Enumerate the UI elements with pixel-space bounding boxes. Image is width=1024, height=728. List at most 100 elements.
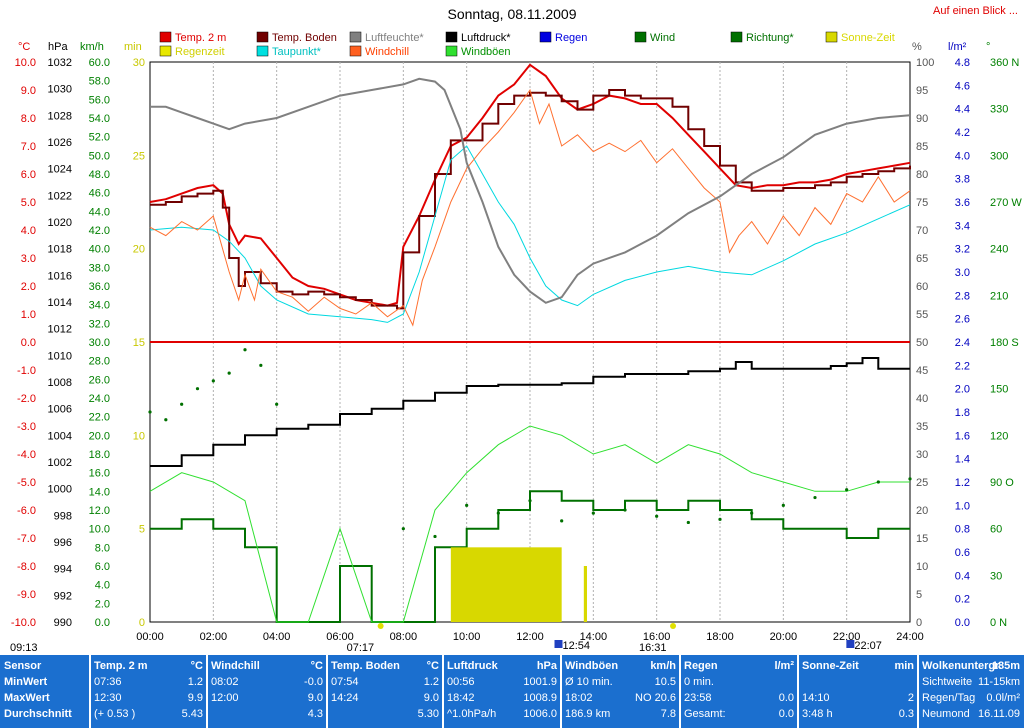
overview-link[interactable]: Auf einen Blick ... xyxy=(933,5,1018,17)
rain-axis-tick: 3.4 xyxy=(955,220,970,232)
temp-axis-tick: 2.0 xyxy=(21,281,36,293)
stats-header: Sensor xyxy=(0,659,90,673)
series-sonne-zeit-bar xyxy=(450,547,562,622)
hpa-axis-tick: 1024 xyxy=(48,164,72,176)
pct-axis-tick: 60 xyxy=(916,281,928,293)
rain-axis-tick: 0.0 xyxy=(955,617,970,629)
series-windb-en-line xyxy=(149,425,910,623)
hpa-axis-tick: 1030 xyxy=(48,84,72,96)
stats-row: 18:42 1008.9 xyxy=(443,691,561,705)
legend-label: Luftdruck* xyxy=(461,32,511,44)
pct-axis-tick: 45 xyxy=(916,365,928,377)
stats-row: Durchschnitt xyxy=(0,707,90,721)
stats-value: 0.0l/m² xyxy=(986,692,1020,704)
stats-row: Sichtweite 11-15km xyxy=(918,675,1024,689)
hpa-axis-tick: 998 xyxy=(54,510,72,522)
stats-label: Windchill xyxy=(211,660,260,672)
time-tick: 18:00 xyxy=(706,631,734,643)
stats-label: ^1.0hPa/h xyxy=(447,708,497,720)
kmh-unit: km/h xyxy=(80,41,104,53)
kmh-axis-tick: 12.0 xyxy=(89,505,110,517)
legend-swatch xyxy=(159,45,172,57)
stats-label: 14:10 xyxy=(802,692,830,704)
stats-header: Regen l/m² xyxy=(680,659,798,673)
stats-label: 08:02 xyxy=(211,676,239,688)
legend-swatch xyxy=(634,31,647,43)
series-richtung-point xyxy=(195,387,200,391)
stats-panel: Sensor MinWert MaxWert Durchschnitt Temp. 2 … xyxy=(0,655,1024,728)
series-richtung-point xyxy=(275,402,279,406)
kmh-axis-tick: 46.0 xyxy=(89,188,110,200)
stats-value: °C xyxy=(190,660,203,672)
stats-row: ^1.0hPa/h 1006.0 xyxy=(443,707,561,721)
kmh-axis-tick: 6.0 xyxy=(95,561,110,573)
stats-label: Ø 10 min. xyxy=(565,676,613,688)
pct-axis-tick: 40 xyxy=(916,393,928,405)
time-tick: 06:00 xyxy=(326,631,354,643)
series-temp-boden-line xyxy=(150,89,911,310)
stats-value: 7.8 xyxy=(660,708,676,720)
stats-label: Wolkenuntergr. xyxy=(922,660,1002,672)
stats-value: 16.11.09 xyxy=(977,708,1020,720)
stats-value: 1001.9 xyxy=(523,676,557,688)
min-axis-tick: 25 xyxy=(133,150,145,162)
kmh-axis-tick: 60.0 xyxy=(89,57,110,69)
stats-label: Neumond xyxy=(922,708,970,720)
min-axis-tick: 15 xyxy=(133,337,145,349)
stats-value: 5.43 xyxy=(181,708,203,720)
stats-block-sonne: Sonne-Zeit min 14:10 2 3:48 h 0.3 xyxy=(798,655,918,728)
hpa-axis-tick: 1004 xyxy=(48,430,72,442)
rain-axis-tick: 4.6 xyxy=(955,80,970,92)
stats-row: MaxWert xyxy=(0,691,90,705)
hpa-axis-tick: 1010 xyxy=(48,350,72,362)
stats-row: Neumond 16.11.09 xyxy=(918,707,1024,721)
stats-value: 1.2 xyxy=(423,676,439,688)
stats-row: Gesamt: 0.0 xyxy=(680,707,798,721)
stats-row: 18:02 NO 20.6 xyxy=(561,691,680,705)
stats-header: Windchill °C xyxy=(207,659,327,673)
weather-chart: 10.0 9.0 8.0 7.0 6.0 5.0 4.0 3.0 2.0 1.0 0.0 -1.0 -2… xyxy=(10,31,1022,654)
stats-block-sensor: Sensor MinWert MaxWert Durchschnitt xyxy=(0,655,90,728)
temp-axis-tick: -7.0 xyxy=(17,533,36,545)
temp-axis-tick: -1.0 xyxy=(17,365,36,377)
legend-label: Luftfeuchte* xyxy=(365,32,424,44)
stats-block-temp: Temp. 2 m °C 07:36 1.2 12:30 9.9 (+ 0.53 ) 5.43 xyxy=(90,655,207,728)
temp-axis-tick: -4.0 xyxy=(17,449,36,461)
stats-separator xyxy=(442,655,444,728)
stats-label: (+ 0.53 ) xyxy=(94,708,136,720)
pct-axis-tick: 90 xyxy=(916,113,928,125)
min-axis-tick: 0 xyxy=(139,617,145,629)
hpa-axis-tick: 1022 xyxy=(48,190,72,202)
rain-axis-tick: 1.6 xyxy=(955,430,970,442)
hpa-axis-tick: 1016 xyxy=(48,270,72,282)
stats-value: 1.2 xyxy=(187,676,203,688)
rain-axis-tick: 1.0 xyxy=(955,500,970,512)
rain-axis-tick: 4.0 xyxy=(955,150,970,162)
dir-axis-tick: 120 xyxy=(990,430,1008,442)
sunrise-label: 07:17 xyxy=(347,642,375,654)
series-richtung-point xyxy=(259,363,263,367)
stats-value: min xyxy=(894,660,914,672)
stats-value: 9.0 xyxy=(307,692,323,704)
series-richtung-point xyxy=(227,371,231,375)
pct-axis-tick: 5 xyxy=(916,589,922,601)
stats-block-druck: Luftdruck hPa 00:56 1001.9 18:42 1008.9 ^1.0hP… xyxy=(443,655,561,728)
stats-block-wind: Windböen km/h Ø 10 min. 10.5 18:02 NO 20.6 186… xyxy=(561,655,680,728)
series-richtung-point xyxy=(845,488,849,492)
legend-swatch xyxy=(256,31,269,43)
temp-axis-tick: -8.0 xyxy=(17,561,36,573)
min-axis-tick: 30 xyxy=(133,57,145,69)
stats-header: Temp. Boden °C xyxy=(327,659,443,673)
series-richtung-point xyxy=(433,534,437,539)
time-tick: 08:00 xyxy=(390,631,418,643)
hpa-axis-tick: 992 xyxy=(54,590,72,602)
sunrise-icon xyxy=(377,623,384,629)
series-taupunkt-line xyxy=(149,145,911,323)
moonrise-label: 22:07 xyxy=(854,640,882,652)
series-richtung-point xyxy=(591,511,595,515)
stats-value: 1008.9 xyxy=(523,692,557,704)
stats-row: MinWert xyxy=(0,675,90,689)
legend-swatch xyxy=(445,45,458,57)
rain-axis-tick: 1.4 xyxy=(955,454,970,466)
stats-value: 9.0 xyxy=(423,692,439,704)
